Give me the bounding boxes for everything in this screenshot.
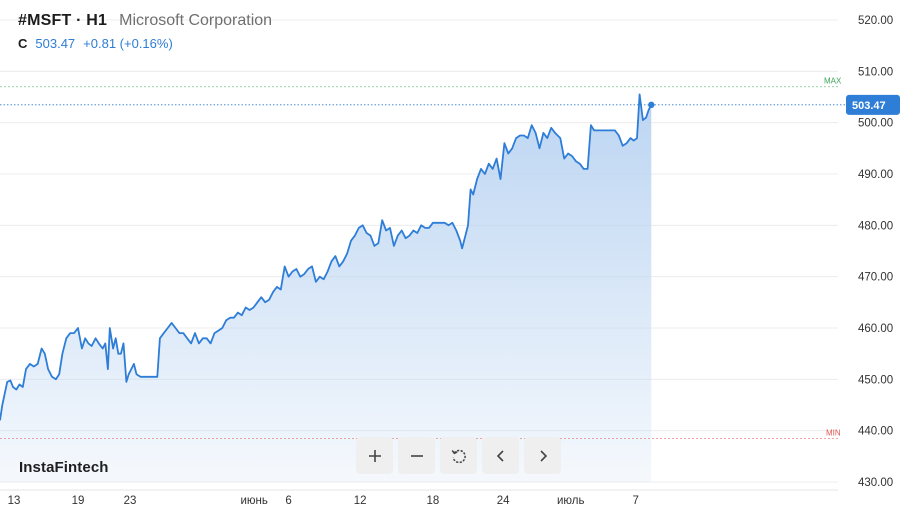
reset-icon — [451, 449, 466, 463]
min-label: MIN — [826, 428, 841, 437]
price-line — [0, 93, 653, 421]
x-tick-label: 13 — [8, 495, 21, 507]
x-tick-label: июль — [557, 495, 585, 507]
x-tick-label: 18 — [427, 495, 440, 507]
close-value: 503.47 — [35, 36, 76, 51]
x-tick-label: 6 — [285, 495, 291, 507]
y-tick-label: 510.00 — [858, 66, 893, 78]
y-tick-label: 520.00 — [858, 15, 893, 27]
brand-logo: InstaFintech — [19, 459, 109, 476]
y-tick-label: 430.00 — [858, 477, 893, 489]
y-tick-label: 490.00 — [858, 169, 893, 181]
y-tick-label: 480.00 — [858, 220, 893, 232]
current-price-label: 503.47 — [852, 100, 886, 112]
scroll-back-button[interactable] — [482, 437, 519, 474]
y-tick-label: 450.00 — [858, 374, 893, 386]
price-area-fill — [0, 94, 652, 483]
last-price-dot — [648, 101, 655, 109]
area-fill-layer — [0, 94, 652, 483]
y-tick-label: 500.00 — [858, 118, 893, 130]
reset-button[interactable] — [440, 437, 477, 474]
y-tick-label: 440.00 — [858, 426, 893, 438]
current-price-tag — [846, 94, 900, 115]
chevron-right-icon — [539, 449, 547, 462]
reference-lines: MAX MIN 503.47 — [0, 77, 900, 439]
symbol-title: #MSFT · H1 — [18, 12, 108, 29]
minus-icon — [410, 454, 423, 457]
y-tick-label: 460.00 — [858, 323, 893, 335]
zoom-out-button[interactable] — [398, 437, 435, 474]
close-label: C — [18, 36, 28, 51]
chart-header: #MSFT · H1 Microsoft Corporation C 503.4… — [18, 12, 272, 51]
x-axis: 13 19 23 июнь 6 12 18 24 июль 7 — [0, 489, 838, 507]
x-tick-label: 12 — [354, 495, 367, 507]
company-name: Microsoft Corporation — [119, 12, 273, 29]
scroll-forward-button[interactable] — [524, 437, 561, 474]
y-axis: 520.00 510.00 500.00 490.00 480.00 470.00 460.… — [858, 15, 893, 489]
x-tick-label: 23 — [124, 495, 137, 507]
price-change: +0.81 (+0.16%) — [83, 36, 173, 51]
x-tick-label: 24 — [497, 495, 510, 507]
x-tick-label: 19 — [72, 495, 85, 507]
x-tick-label: 7 — [632, 495, 638, 507]
series-line-layer — [0, 93, 655, 421]
zoom-in-button[interactable] — [356, 437, 393, 474]
x-tick-label: июнь — [240, 495, 267, 507]
chevron-left-icon — [496, 449, 504, 462]
chart-toolbar — [356, 437, 561, 474]
y-tick-label: 470.00 — [858, 272, 893, 284]
max-label: MAX — [824, 77, 842, 86]
plus-icon — [368, 449, 381, 462]
